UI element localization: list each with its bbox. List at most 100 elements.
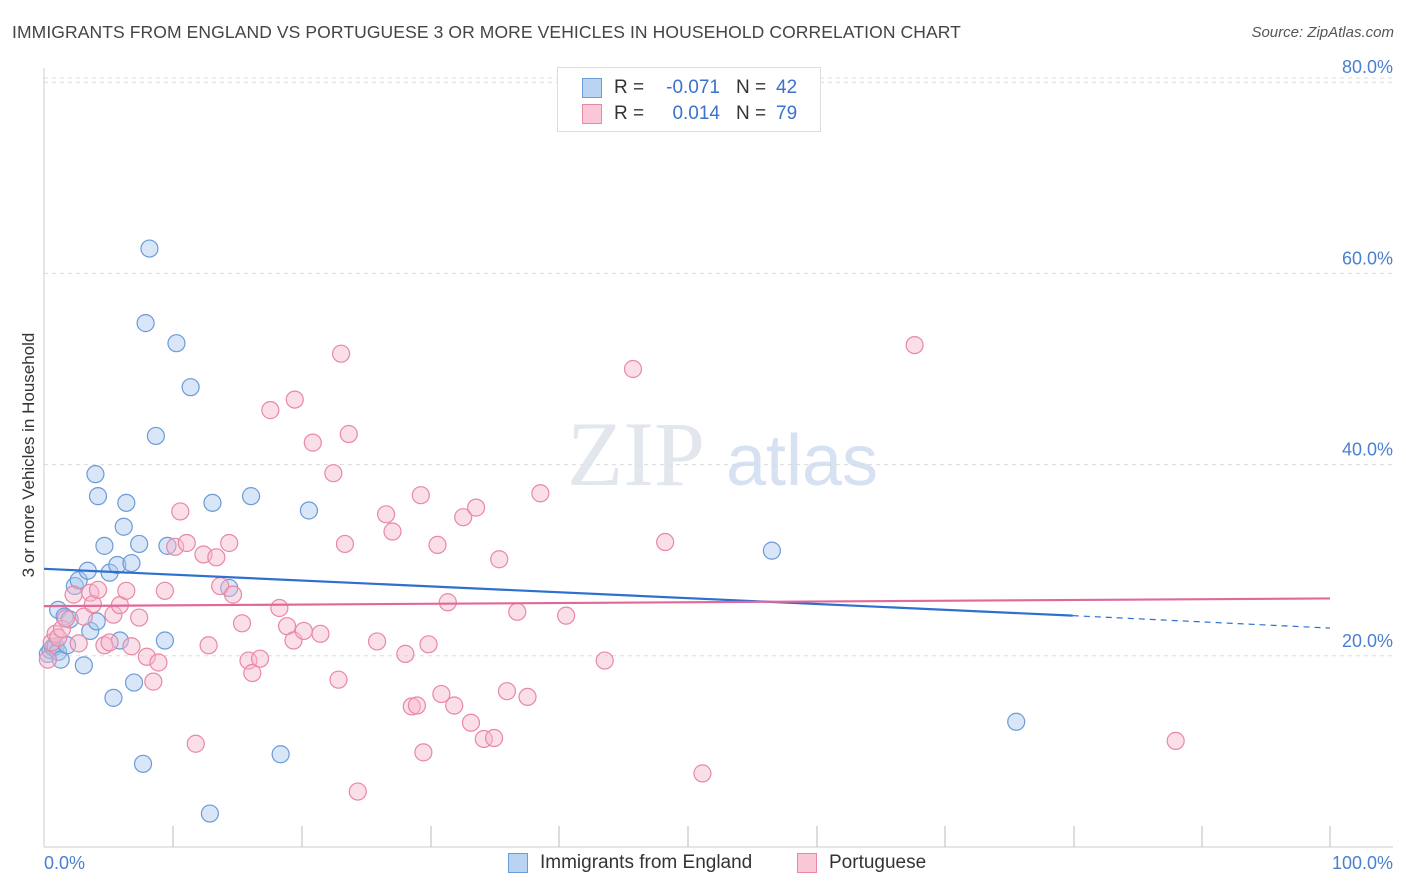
data-point[interactable] (133, 754, 153, 773)
data-point[interactable] (656, 532, 675, 552)
data-point[interactable] (762, 541, 781, 560)
data-point[interactable] (149, 653, 168, 672)
data-point[interactable] (299, 501, 319, 520)
data-point[interactable] (171, 502, 190, 521)
data-point[interactable] (130, 608, 149, 627)
data-point[interactable] (1007, 712, 1026, 731)
data-point[interactable] (155, 631, 174, 650)
data-point[interactable] (407, 696, 427, 715)
data-point[interactable] (56, 609, 75, 628)
data-point[interactable] (348, 782, 367, 801)
data-point[interactable] (428, 535, 447, 555)
data-point[interactable] (166, 537, 185, 556)
data-point[interactable] (595, 651, 614, 670)
legend-item-england[interactable]: Immigrants from England (508, 852, 752, 874)
data-point[interactable] (69, 634, 88, 653)
data-point[interactable] (64, 585, 83, 604)
data-point[interactable] (136, 314, 155, 333)
data-point[interactable] (158, 536, 177, 555)
data-point[interactable] (335, 534, 355, 554)
data-point[interactable] (466, 498, 486, 517)
data-point[interactable] (557, 606, 576, 625)
data-point[interactable] (339, 424, 358, 444)
data-point[interactable] (270, 598, 289, 618)
data-point[interactable] (140, 239, 159, 258)
data-point[interactable] (144, 672, 163, 691)
data-point[interactable] (74, 607, 93, 626)
data-point[interactable] (414, 743, 433, 762)
data-point[interactable] (88, 580, 108, 599)
data-point[interactable] (518, 687, 537, 707)
data-point[interactable] (693, 764, 712, 783)
data-point[interactable] (438, 593, 457, 612)
data-point[interactable] (367, 632, 387, 651)
data-point[interactable] (376, 505, 396, 524)
data-point[interactable] (432, 684, 451, 704)
data-point[interactable] (419, 635, 438, 654)
data-point[interactable] (203, 493, 222, 512)
stats-legend: R = -0.071 N = 42 R = 0.014 N = 79 (557, 67, 821, 132)
data-point[interactable] (490, 550, 509, 569)
data-point[interactable] (331, 344, 351, 363)
data-point[interactable] (186, 734, 205, 753)
data-point[interactable] (250, 649, 270, 668)
data-point[interactable] (223, 585, 243, 604)
data-point[interactable] (86, 465, 105, 484)
data-point[interactable] (461, 713, 481, 732)
data-point[interactable] (485, 728, 504, 748)
data-point[interactable] (411, 486, 430, 505)
data-point[interactable] (108, 555, 127, 575)
data-point[interactable] (294, 621, 313, 641)
data-point[interactable] (303, 433, 322, 452)
data-point[interactable] (100, 633, 119, 652)
data-point[interactable] (137, 647, 156, 666)
data-point[interactable] (207, 548, 226, 567)
data-point[interactable] (146, 426, 165, 446)
data-point[interactable] (243, 663, 262, 683)
data-point[interactable] (311, 624, 330, 643)
data-point[interactable] (531, 484, 550, 503)
data-point[interactable] (74, 656, 93, 675)
data-point[interactable] (177, 533, 196, 553)
data-point[interactable] (241, 487, 261, 506)
data-point[interactable] (445, 696, 464, 715)
data-point[interactable] (508, 602, 527, 621)
data-point[interactable] (454, 508, 473, 527)
legend-item-portuguese[interactable]: Portuguese (797, 852, 926, 874)
data-point[interactable] (130, 534, 149, 554)
legend-row-portuguese: R = 0.014 N = 79 (582, 102, 797, 126)
data-point[interactable] (285, 390, 304, 409)
data-point[interactable] (324, 464, 343, 483)
data-point[interactable] (122, 637, 141, 656)
data-point[interactable] (155, 581, 174, 600)
data-point[interactable] (181, 378, 200, 397)
data-point[interactable] (383, 522, 402, 541)
data-point[interactable] (124, 673, 144, 692)
data-point[interactable] (52, 619, 72, 639)
data-point[interactable] (167, 334, 186, 353)
data-point[interactable] (329, 670, 348, 689)
data-point[interactable] (497, 682, 517, 701)
data-point[interactable] (122, 553, 141, 573)
data-point[interactable] (49, 628, 68, 647)
data-point[interactable] (1166, 731, 1185, 750)
data-point[interactable] (95, 536, 114, 555)
data-point[interactable] (83, 595, 102, 614)
data-point[interactable] (905, 336, 924, 355)
data-point[interactable] (623, 359, 643, 379)
data-point[interactable] (95, 636, 114, 655)
data-point[interactable] (114, 517, 133, 536)
data-point[interactable] (271, 745, 290, 764)
data-point[interactable] (402, 697, 421, 716)
data-point[interactable] (396, 644, 415, 663)
data-point[interactable] (104, 688, 123, 707)
data-point[interactable] (38, 650, 57, 669)
data-point[interactable] (199, 636, 218, 655)
data-point[interactable] (88, 487, 108, 506)
data-point[interactable] (117, 493, 136, 512)
data-point[interactable] (232, 614, 252, 633)
data-point[interactable] (261, 401, 280, 420)
data-point[interactable] (220, 533, 239, 553)
data-point[interactable] (117, 581, 136, 600)
data-point[interactable] (200, 804, 219, 823)
